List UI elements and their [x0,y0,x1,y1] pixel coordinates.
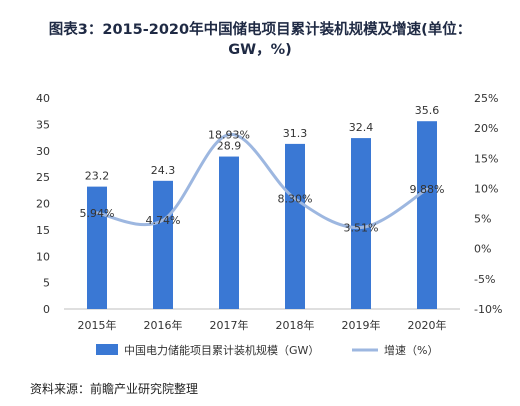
x-tick-label: 2015年 [78,318,117,332]
y-tick-label: 20 [36,198,50,211]
bar-value-label: 32.4 [349,121,374,134]
bar-value-label: 23.2 [85,170,110,183]
x-tick-label: 2016年 [144,318,183,332]
line-value-label: 18.93% [208,129,250,142]
line-value-label: 9.88% [410,183,445,196]
y2-tick-label: 20% [474,122,498,135]
x-tick-label: 2019年 [342,318,381,332]
bar [417,121,437,310]
line-value-label: 5.94% [80,207,115,220]
y2-tick-label: 25% [474,92,498,105]
bar [351,138,371,309]
y2-tick-label: 5% [474,213,491,226]
y-tick-label: 15 [36,224,50,237]
y2-tick-label: 15% [474,152,498,165]
y2-tick-label: -5% [474,273,495,286]
bar [285,143,305,309]
legend-line-label: 增速（%） [384,343,438,357]
legend-bar-label: 中国电力储能项目累计装机规模（GW） [124,343,319,357]
growth-line [95,133,429,230]
y-tick-label: 10 [36,250,50,263]
y2-tick-label: -10% [474,303,502,316]
y2-tick-label: 0% [474,243,491,256]
line-value-label: 4.74% [146,214,181,227]
y-tick-label: 30 [36,145,50,158]
y-tick-label: 0 [43,303,50,316]
x-tick-label: 2020年 [408,318,447,332]
y2-tick-label: 10% [474,182,498,195]
source-note: 资料来源：前瞻产业研究院整理 [30,382,199,396]
y-tick-label: 25 [36,171,50,184]
bar-value-label: 31.3 [283,127,308,140]
bar [219,156,239,309]
legend-bar-swatch [96,344,118,355]
y-tick-label: 5 [43,277,50,290]
bar [153,180,173,309]
x-tick-label: 2018年 [276,318,315,332]
y-tick-label: 40 [36,92,50,105]
bar-value-label: 28.9 [217,140,242,153]
x-tick-label: 2017年 [210,318,249,332]
y-tick-label: 35 [36,118,50,131]
line-value-label: 8.30% [278,193,313,206]
bar [87,186,107,309]
line-value-label: 3.51% [344,222,379,235]
chart-title: 图表3：2015-2020年中国储电项目累计装机规模及增速(单位：GW，%) [48,22,472,58]
bar-value-label: 24.3 [151,164,176,177]
bar-value-label: 35.6 [415,104,440,117]
